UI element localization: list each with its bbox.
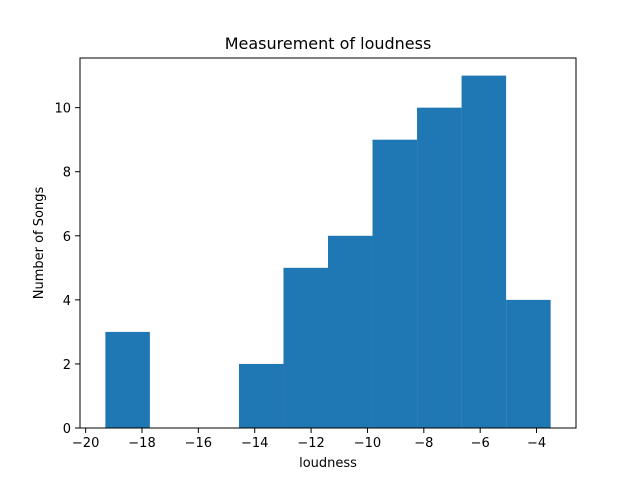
histogram-bar <box>238 363 284 428</box>
x-tick-label: −6 <box>471 436 490 451</box>
bars-group <box>105 75 551 429</box>
histogram-bar <box>283 267 328 428</box>
histogram-bar <box>417 107 462 428</box>
x-tick-label: −18 <box>128 436 155 451</box>
x-tick-label: −8 <box>414 436 433 451</box>
y-tick-label: 0 <box>63 422 71 437</box>
histogram-bar <box>461 75 507 428</box>
histogram-bar <box>506 299 551 428</box>
x-tick-label: −4 <box>527 436 546 451</box>
x-tick-label: −14 <box>241 436 268 451</box>
x-axis-ticks: −20 −18 −16 −14 −12 −10 −8 −6 −4 <box>72 428 546 451</box>
y-tick-label: 4 <box>63 294 71 309</box>
y-tick-label: 6 <box>63 230 71 245</box>
y-tick-label: 2 <box>63 358 71 373</box>
x-tick-label: −16 <box>185 436 212 451</box>
histogram-bar <box>372 139 418 429</box>
y-axis-label: Number of Songs <box>32 187 47 300</box>
x-tick-label: −10 <box>354 436 381 451</box>
histogram-bar <box>328 235 373 428</box>
histogram-bar <box>105 331 150 428</box>
chart-title: Measurement of loudness <box>225 34 432 53</box>
x-axis-label: loudness <box>299 456 357 471</box>
plot-frame <box>79 57 577 429</box>
y-axis-ticks: 0 2 4 6 8 10 <box>54 102 80 437</box>
y-tick-label: 10 <box>54 102 71 117</box>
y-tick-label: 8 <box>63 166 71 181</box>
x-tick-label: −20 <box>72 436 99 451</box>
x-tick-label: −12 <box>297 436 324 451</box>
